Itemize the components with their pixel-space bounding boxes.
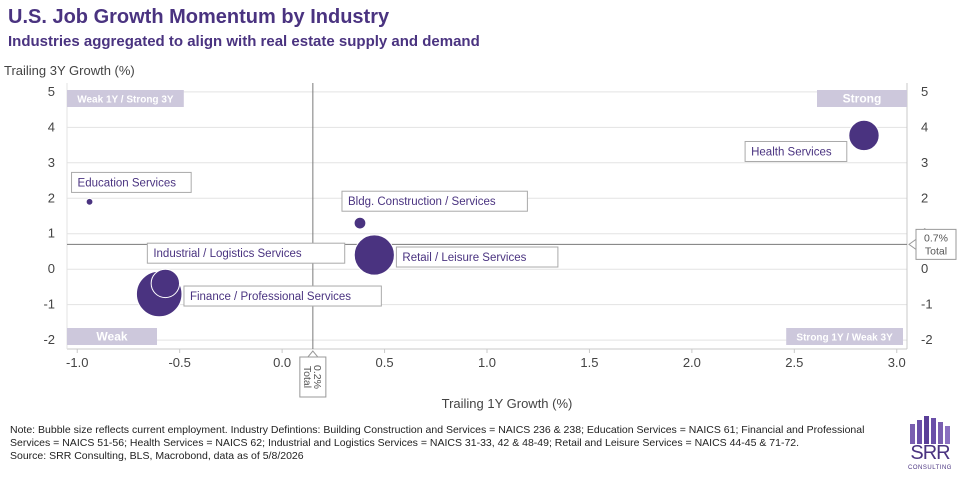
- y-tick-label-left: 5: [48, 84, 55, 99]
- y-tick-label-right: 3: [921, 155, 928, 170]
- x-tick-label: 0.0: [273, 355, 291, 370]
- bubble-label-box: [744, 140, 848, 162]
- y-tick-label-left: -1: [43, 297, 55, 312]
- bubble-label-box: [395, 246, 559, 268]
- y-tick-label-left: 0: [48, 261, 55, 276]
- quadrant-label-box: [67, 90, 184, 107]
- y-tick-label-right: 2: [921, 190, 928, 205]
- x-tick-label: 1.0: [478, 355, 496, 370]
- y-tick-label-left: 3: [48, 155, 55, 170]
- bubble-label-box: [71, 171, 192, 193]
- chart-title: U.S. Job Growth Momentum by Industry: [8, 6, 390, 28]
- x-tick-label: 3.0: [888, 355, 906, 370]
- quadrant-label-text: Weak 1Y / Strong 3Y: [77, 95, 174, 106]
- y-axis-label: Trailing 3Y Growth (%): [4, 63, 135, 78]
- x-tick-label: -1.0: [66, 355, 88, 370]
- x-tick-label: -0.5: [168, 355, 190, 370]
- logo-text: SRR: [910, 442, 950, 464]
- x-tick-label: 1.5: [580, 355, 598, 370]
- bubble-label-box: [341, 190, 528, 212]
- y-tick-label-left: 2: [48, 190, 55, 205]
- definition-note: Note: Bubble size reflects current emplo…: [10, 424, 865, 449]
- y-tick-label-left: 4: [48, 119, 55, 134]
- bubble-label: Health Services: [751, 146, 832, 158]
- reference-marker-y: [908, 238, 917, 251]
- bubble-label: Industrial / Logistics Services: [153, 248, 302, 260]
- x-tick-label: 0.5: [376, 355, 394, 370]
- data-bubble: [353, 234, 395, 276]
- reference-sublabel-y: Total: [925, 245, 947, 257]
- quadrant-label-text: Strong: [843, 92, 882, 106]
- y-tick-label-right: 4: [921, 119, 928, 134]
- chart-subtitle: Industries aggregated to align with real…: [8, 33, 480, 50]
- scatter-chart: 554433221100-1-1-2-2-1.0-0.50.00.51.01.5…: [4, 63, 957, 411]
- reference-marker-x: [306, 350, 319, 358]
- y-tick-label-right: 0: [921, 261, 928, 276]
- quadrant-label-box: [786, 328, 903, 345]
- bubble-label: Finance / Professional Services: [190, 291, 351, 303]
- quadrant-label-box: [817, 90, 907, 107]
- data-bubble: [85, 197, 94, 206]
- reference-label-y: 0.7%: [924, 232, 948, 244]
- data-bubble: [150, 268, 181, 299]
- quadrant-label-text: Weak: [96, 330, 127, 344]
- data-bubble: [353, 216, 367, 230]
- bubble-label: Education Services: [78, 177, 177, 189]
- company-logo: SRR CONSULTING: [906, 414, 954, 476]
- building-bars-icon: [910, 416, 950, 444]
- y-tick-label-left: -2: [43, 332, 55, 347]
- quadrant-label-box: [67, 328, 157, 345]
- y-tick-label-right: -2: [921, 332, 933, 347]
- footnotes: Note: Bubble size reflects current emplo…: [10, 424, 895, 463]
- y-tick-label-right: -1: [921, 297, 933, 312]
- reference-label-box-x: [299, 356, 327, 398]
- bubble-label: Retail / Leisure Services: [402, 252, 526, 264]
- y-tick-label-right: 5: [921, 84, 928, 99]
- bubble-label-box: [183, 285, 382, 307]
- reference-sublabel-x: Total: [301, 366, 313, 388]
- reference-label-group-x: 0.2%Total: [301, 365, 323, 389]
- x-tick-label: 2.5: [785, 355, 803, 370]
- y-tick-label-left: 1: [48, 226, 55, 241]
- logo-subtext: CONSULTING: [908, 465, 952, 471]
- reference-label-box-y: [915, 228, 957, 260]
- source-note: Source: SRR Consulting, BLS, Macrobond, …: [10, 450, 304, 462]
- x-tick-label: 2.0: [683, 355, 701, 370]
- bubble-label-box: [146, 242, 346, 264]
- bubble-label: Bldg. Construction / Services: [348, 196, 496, 208]
- x-axis-label: Trailing 1Y Growth (%): [442, 396, 573, 411]
- reference-label-x: 0.2%: [311, 365, 323, 389]
- data-bubble: [848, 119, 880, 152]
- quadrant-label-text: Strong 1Y / Weak 3Y: [796, 333, 893, 344]
